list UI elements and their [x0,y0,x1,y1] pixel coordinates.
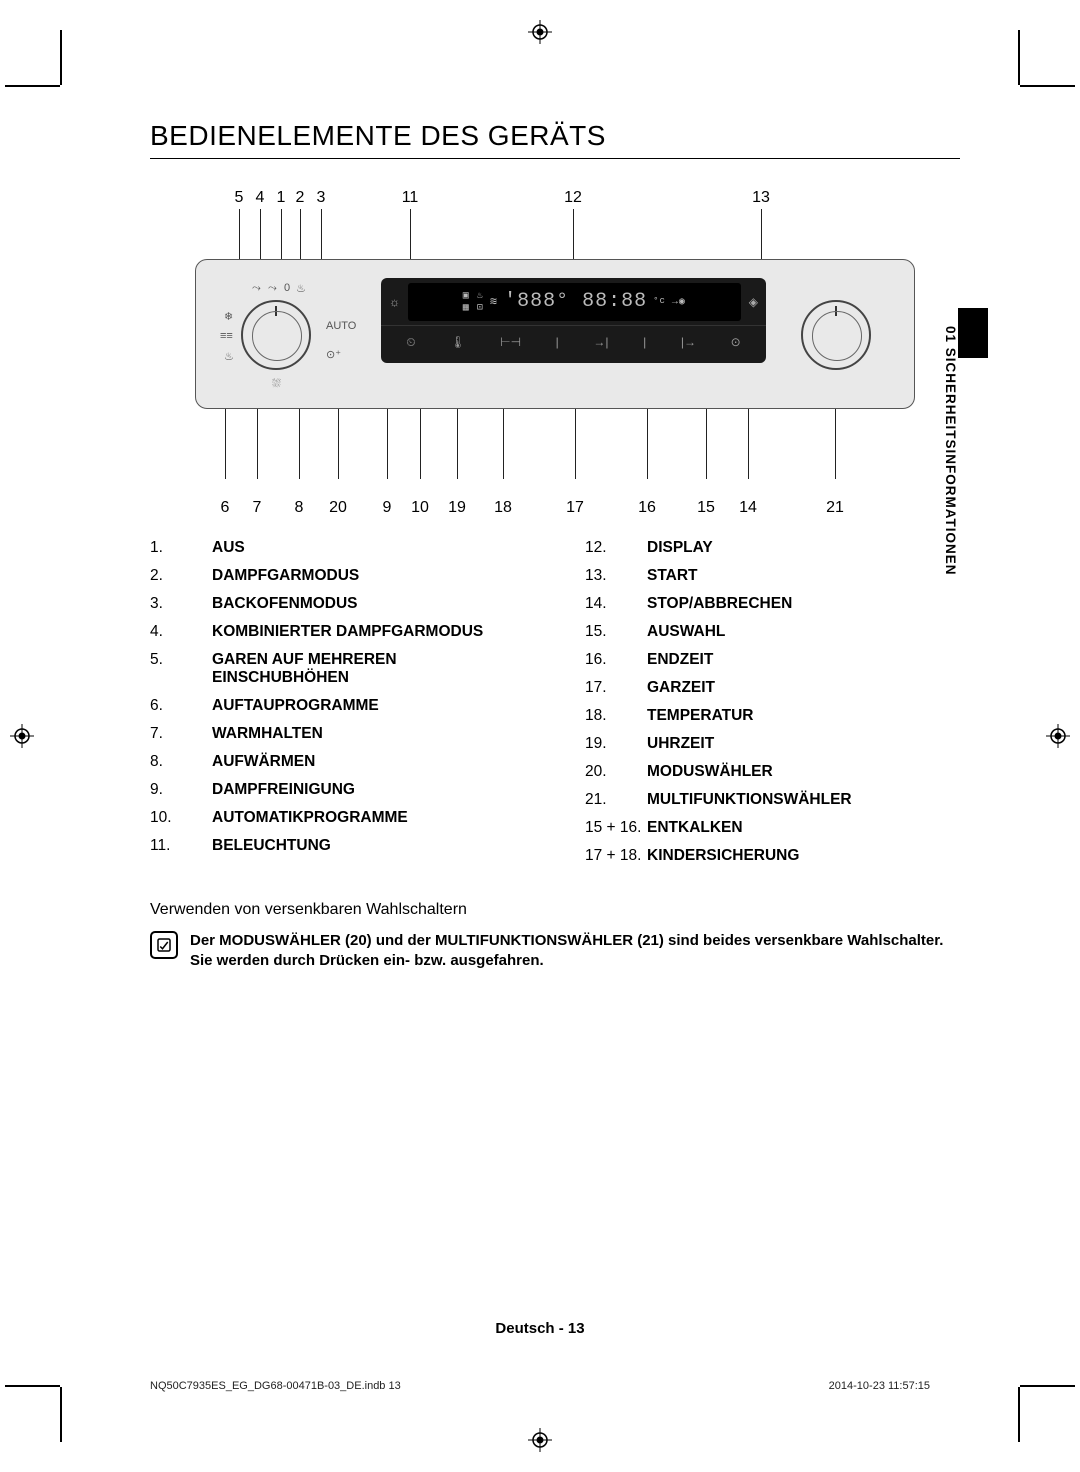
legend-item: 20.MODUSWÄHLER [585,763,960,781]
legend-item: 1.AUS [150,539,525,557]
legend-item: 7.WARMHALTEN [150,725,525,743]
legend-item: 5.GAREN AUF MEHREREN EINSCHUBHÖHEN [150,651,525,687]
callout-number: 15 [697,499,715,517]
callout-number: 5 [235,189,244,207]
legend-item: 12.DISPLAY [585,539,960,557]
legend-item: 16.ENDZEIT [585,651,960,669]
callout-number: 6 [221,499,230,517]
page-number: Deutsch - 13 [60,1320,1020,1337]
legend-item: 21.MULTIFUNKTIONSWÄHLER [585,791,960,809]
callout-number: 14 [739,499,757,517]
legend-item: 9.DAMPFREINIGUNG [150,781,525,799]
legend-left-column: 1.AUS 2.DAMPFGARMODUS 3.BACKOFENMODUS 4.KOM… [150,539,525,875]
callout-number: 8 [295,499,304,517]
control-panel: ⤳ ⤳ 0 ♨ ❄ ≡≡ AUTO ♨ ⊙⁺ ⛆ ☼ ▣ ♨▦ ⊡ ≋ '888 [195,259,915,409]
callout-number: 17 [566,499,584,517]
registration-mark-icon [10,724,34,748]
page-heading: BEDIENELEMENTE DES GERÄTS [150,120,960,159]
control-panel-diagram: 54123111213 6782091019181716151421 ⤳ ⤳ 0… [195,189,915,499]
legend-item: 17.GARZEIT [585,679,960,697]
registration-mark-icon [528,20,552,44]
note-icon [150,931,178,959]
legend-item: 14.STOP/ABBRECHEN [585,595,960,613]
legend-item: 17 + 18.KINDERSICHERUNG [585,847,960,865]
callout-number: 11 [402,189,419,207]
callout-number: 19 [448,499,466,517]
callout-number: 21 [826,499,844,517]
mode-selector-knob [241,300,311,370]
thermometer-icon: 🌡 [450,335,465,349]
registration-mark-icon [528,1428,552,1452]
callout-number: 4 [256,189,265,207]
callout-number: 10 [411,499,429,517]
legend-item: 3.BACKOFENMODUS [150,595,525,613]
legend-item: 19.UHRZEIT [585,735,960,753]
multifunction-knob [801,300,871,370]
section-tab: 01 SICHERHEITSINFORMATIONEN [928,308,958,644]
registration-mark-icon [1046,724,1070,748]
stop-icon: ⊙ [731,335,741,349]
callout-number: 1 [277,189,286,207]
legend-item: 15.AUSWAHL [585,623,960,641]
callout-number: 13 [752,189,770,207]
legend-item: 13.START [585,567,960,585]
clock-icon: ⏲ [406,335,415,350]
callout-number: 16 [638,499,656,517]
legend-item: 6.AUFTAUPROGRAMME [150,697,525,715]
callout-number: 7 [253,499,262,517]
callout-number: 3 [317,189,326,207]
light-icon: ☼ [389,295,400,309]
legend-item: 18.TEMPERATUR [585,707,960,725]
legend-item: 2.DAMPFGARMODUS [150,567,525,585]
legend-item: 4.KOMBINIERTER DAMPFGARMODUS [150,623,525,641]
subsection-heading: Verwenden von versenkbaren Wahlschaltern [150,901,960,919]
callout-number: 20 [329,499,347,517]
callout-number: 12 [564,189,582,207]
callout-number: 2 [296,189,305,207]
callout-number: 18 [494,499,512,517]
lcd-screen: ▣ ♨▦ ⊡ ≋ '888° 88:88 °c →◉ [408,283,741,321]
callout-number: 9 [383,499,392,517]
legend-right-column: 12.DISPLAY 13.START 14.STOP/ABBRECHEN 15.AU… [585,539,960,875]
diamond-icon: ◈ [749,295,758,309]
note-text: Der MODUSWÄHLER (20) und der MULTIFUNKTI… [190,931,960,972]
legend-item: 11.BELEUCHTUNG [150,837,525,855]
legend-item: 15 + 16.ENTKALKEN [585,819,960,837]
legend-item: 8.AUFWÄRMEN [150,753,525,771]
display-unit: ☼ ▣ ♨▦ ⊡ ≋ '888° 88:88 °c →◉ ◈ ⏲ 🌡 [381,278,766,363]
legend-item: 10.AUTOMATIKPROGRAMME [150,809,525,827]
print-footer: NQ50C7935ES_EG_DG68-00471B-03_DE.indb 13… [150,1380,930,1392]
